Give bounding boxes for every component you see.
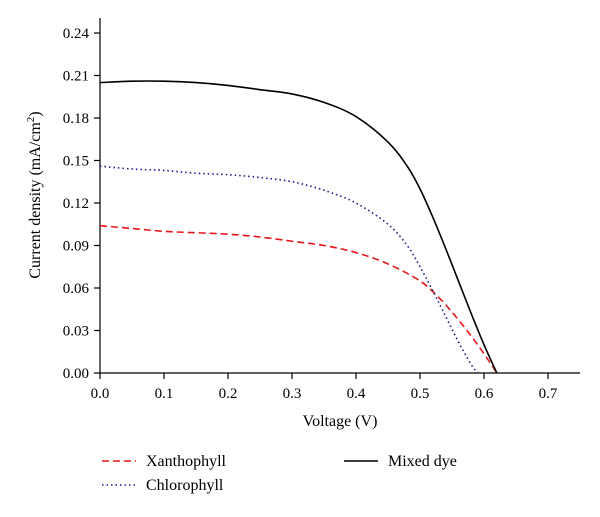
- y-axis-title-end: ): [27, 111, 44, 116]
- legend-item-xanthophyll: Xanthophyll: [102, 453, 227, 470]
- legend-label-xanthophyll: Xanthophyll: [146, 453, 227, 470]
- y-ticks: 0.00 0.03 0.06 0.09 0.12 0.15 0.18 0.21 0.24: [63, 26, 100, 382]
- y-axis-title-main: Current density (mA/cm: [27, 122, 44, 279]
- x-tick-label: 0.5: [411, 386, 430, 402]
- x-axis-title: Voltage (V): [303, 413, 378, 430]
- y-axis-title-sup: 2: [25, 117, 37, 123]
- legend-item-chlorophyll: Chlorophyll: [102, 477, 224, 494]
- y-tick-label: 0.12: [63, 196, 89, 212]
- x-tick-label: 0.4: [347, 386, 366, 402]
- x-tick-label: 0.1: [155, 386, 174, 402]
- x-tick-label: 0.6: [475, 386, 494, 402]
- series-lines: [99, 80, 498, 374]
- plot-area: [99, 18, 580, 374]
- y-tick-label: 0.18: [63, 111, 89, 127]
- legend: Xanthophyll Chlorophyll Mixed dye: [102, 453, 457, 494]
- y-axis-title: Current density (mA/cm2): [25, 111, 44, 278]
- x-tick-label: 0.3: [283, 386, 302, 402]
- series-line-mixed-dye: [99, 80, 498, 374]
- y-tick-label: 0.15: [63, 154, 89, 170]
- y-tick-label: 0.24: [63, 26, 90, 42]
- y-tick-label: 0.09: [63, 239, 89, 255]
- x-tick-label: 0.0: [91, 386, 110, 402]
- x-tick-label: 0.2: [219, 386, 238, 402]
- y-tick-label: 0.06: [63, 281, 90, 297]
- y-tick-label: 0.03: [63, 324, 89, 340]
- x-ticks: 0.0 0.1 0.2 0.3 0.4 0.5 0.6 0.7: [91, 373, 558, 402]
- series-line-chlorophyll: [99, 165, 479, 374]
- y-tick-label: 0.21: [63, 69, 89, 85]
- legend-item-mixed-dye: Mixed dye: [344, 453, 457, 470]
- legend-label-chlorophyll: Chlorophyll: [146, 477, 224, 494]
- x-tick-label: 0.7: [539, 386, 558, 402]
- series-line-xanthophyll: [99, 224, 498, 374]
- legend-label-mixed-dye: Mixed dye: [388, 453, 457, 470]
- y-tick-label: 0.00: [63, 366, 89, 382]
